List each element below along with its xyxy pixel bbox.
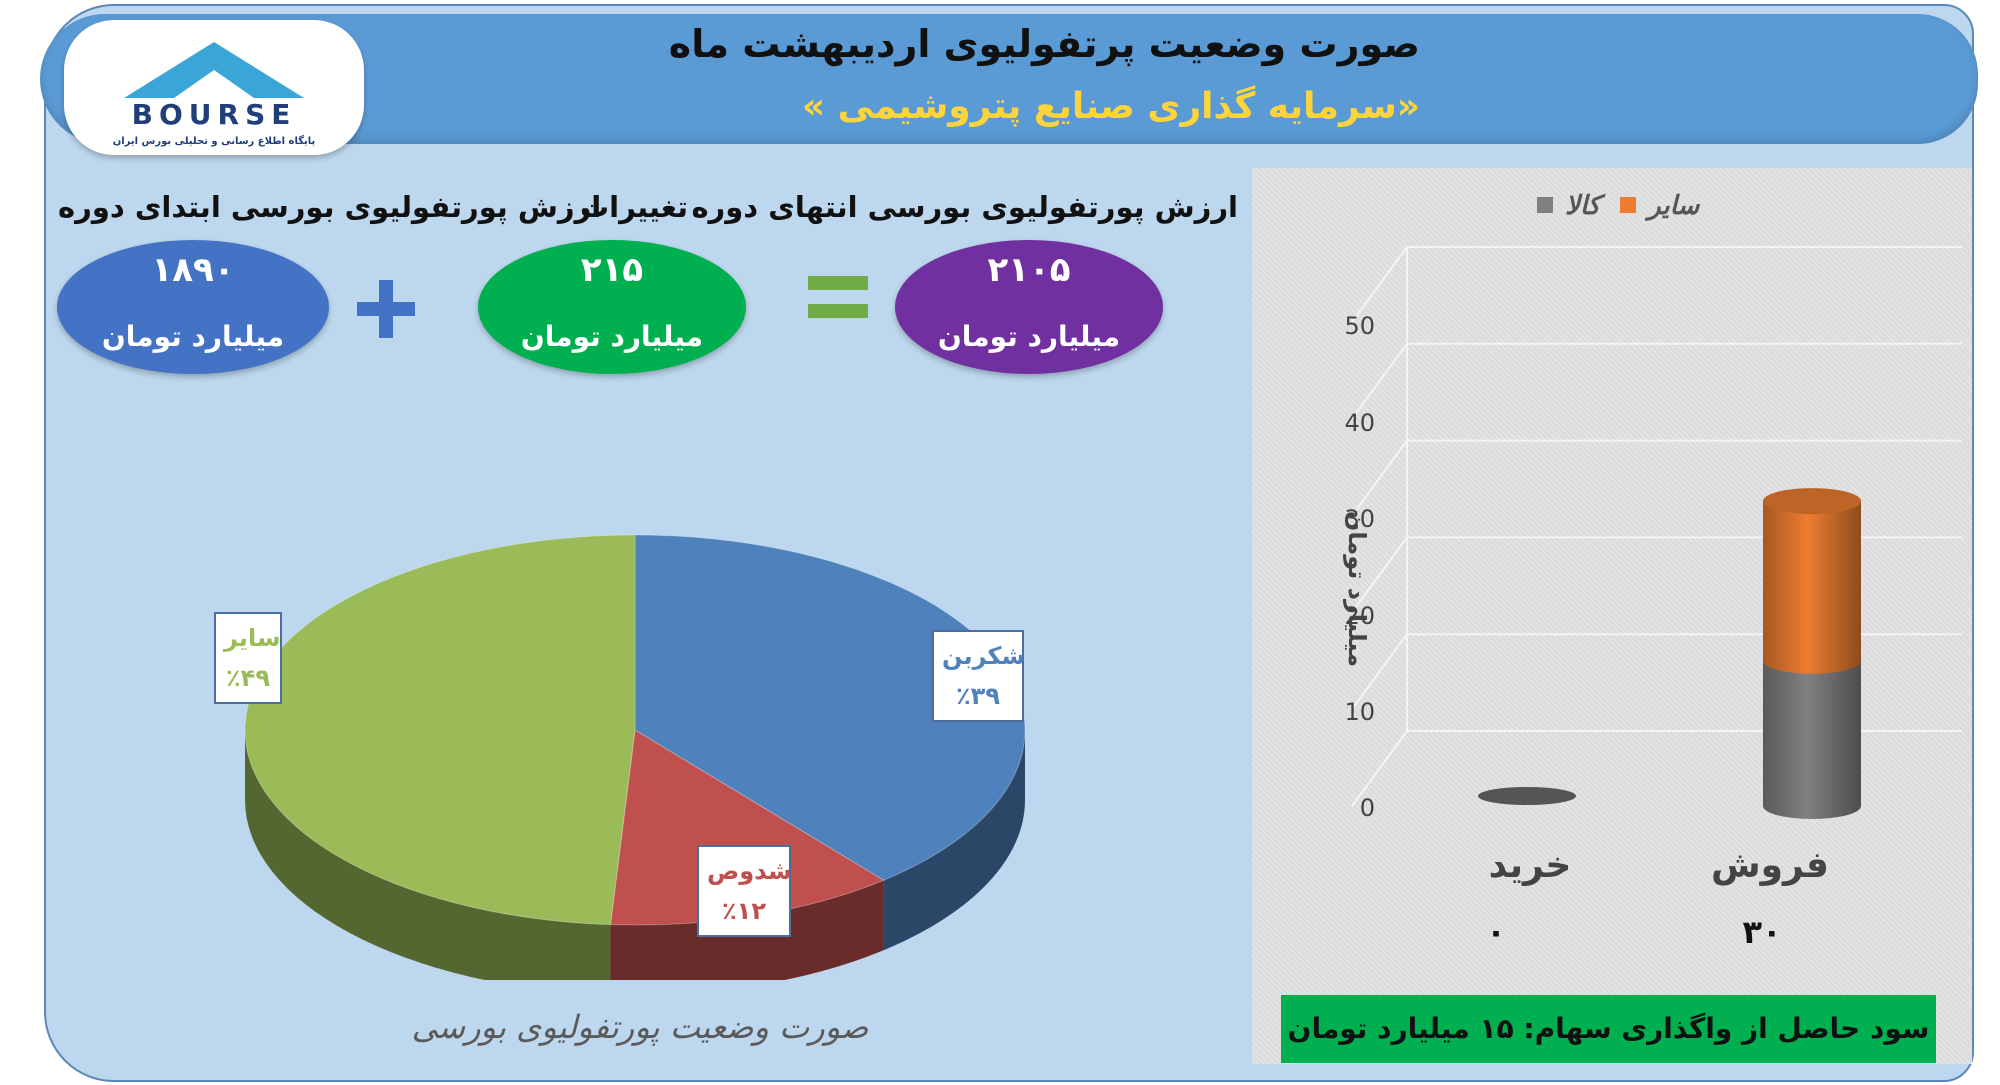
change-number: ۲۱۵ (580, 250, 644, 290)
end-value-label: ارزش پورتفولیوی بورسی انتهای دوره (691, 190, 1238, 224)
pie-label-shadous-name: شدوص (707, 857, 792, 885)
pie-label-other-name: سایر (224, 624, 281, 652)
pie-label-shekarbon-name: شکربن (942, 642, 1026, 670)
pie-slice-2-top (244, 534, 636, 926)
ytick-50: 50 (1344, 312, 1375, 340)
legend-swatch-other (1620, 197, 1636, 213)
legend-label-goods: کالا (1565, 191, 1601, 221)
ytick-20: 20 (1344, 602, 1375, 630)
logo-inner-shape (174, 70, 254, 98)
page-title: صورت وضعیت پرتفولیوی اردیبهشت ماه (668, 22, 1420, 66)
legend-swatch-goods (1537, 197, 1553, 213)
bar-0-segment-0 (1763, 660, 1861, 819)
ytick-40: 40 (1344, 409, 1375, 437)
gridline-diag-4 (1351, 343, 1408, 420)
pie-slice-2-side (245, 730, 611, 980)
pie-chart (244, 534, 1026, 980)
start-value-label: ارزش پورتفولیوی بورسی ابتدای دوره (58, 190, 602, 224)
change-label: تغییرات (580, 190, 689, 224)
pie-label-shekarbon-pct: ٪۳۹ (956, 682, 1000, 710)
equals-sign (808, 268, 868, 328)
plus-sign (357, 280, 415, 338)
pie-label-other-pct: ٪۴۹ (226, 664, 270, 692)
logo-tagline: پایگاه اطلاع رسانی و تحلیلی بورس ایران (113, 134, 316, 147)
category-total-sell: ۳۰ (1742, 913, 1782, 951)
pie-label-shadous-pct: ٪۱۲ (722, 897, 766, 925)
pie-label-shekarbon: شکربن ٪۳۹ (932, 630, 1026, 722)
category-label-buy: خرید (1488, 845, 1572, 886)
y-axis-label: میلیارد تومان (1343, 510, 1371, 668)
gridline-diag-0 (1351, 730, 1408, 807)
logo-graphic: BOURSE پایگاه اطلاع رسانی و تحلیلی بورس … (113, 42, 316, 147)
start-value-oval: ۱۸۹۰ میلیارد تومان (57, 240, 329, 374)
pie-label-other: سایر ٪۴۹ (214, 612, 282, 704)
bar-0-segment-1 (1763, 501, 1861, 674)
pie-caption: صورت وضعیت پورتفولیوی بورسی (411, 1008, 869, 1046)
gridline-diag-2 (1351, 536, 1408, 613)
ytick-0: 0 (1359, 794, 1375, 822)
bar-chart (1351, 246, 1962, 819)
ytick-10: 10 (1344, 698, 1375, 726)
start-value-number: ۱۸۹۰ (151, 250, 235, 290)
end-value-number: ۲۱۰۵ (987, 250, 1071, 290)
gridline-diag-5 (1351, 246, 1408, 323)
gridline-diag-1 (1351, 633, 1408, 710)
profit-note: سود حاصل از واگذاری سهام: ۱۵ میلیارد توم… (1281, 995, 1936, 1063)
ytick-30: 30 (1344, 505, 1375, 533)
end-value-oval: ۲۱۰۵ میلیارد تومان (895, 240, 1163, 374)
logo-wordmark: BOURSE (132, 98, 297, 131)
category-total-buy: ۰ (1486, 913, 1506, 951)
start-value-unit: میلیارد تومان (101, 320, 285, 353)
category-label-sell: فروش (1710, 845, 1830, 886)
bar-0-cap (1763, 488, 1861, 515)
equals-bar-bottom (808, 304, 868, 318)
plus-bar-v (379, 280, 393, 338)
logo: BOURSE پایگاه اطلاع رسانی و تحلیلی بورس … (64, 20, 364, 155)
change-oval: ۲۱۵ میلیارد تومان (478, 240, 746, 374)
bar-1-empty (1478, 787, 1576, 805)
end-value-unit: میلیارد تومان (937, 320, 1121, 353)
pie-label-shadous: شدوص ٪۱۲ (697, 845, 792, 937)
legend-label-other: سایر (1648, 191, 1700, 221)
pie-slice-0-side (883, 730, 1025, 951)
page-subtitle: «سرمایه گذاری صنایع پتروشیمی » (801, 86, 1420, 127)
change-unit: میلیارد تومان (520, 320, 704, 353)
gridline-diag-3 (1351, 440, 1408, 517)
equals-bar-top (808, 276, 868, 290)
